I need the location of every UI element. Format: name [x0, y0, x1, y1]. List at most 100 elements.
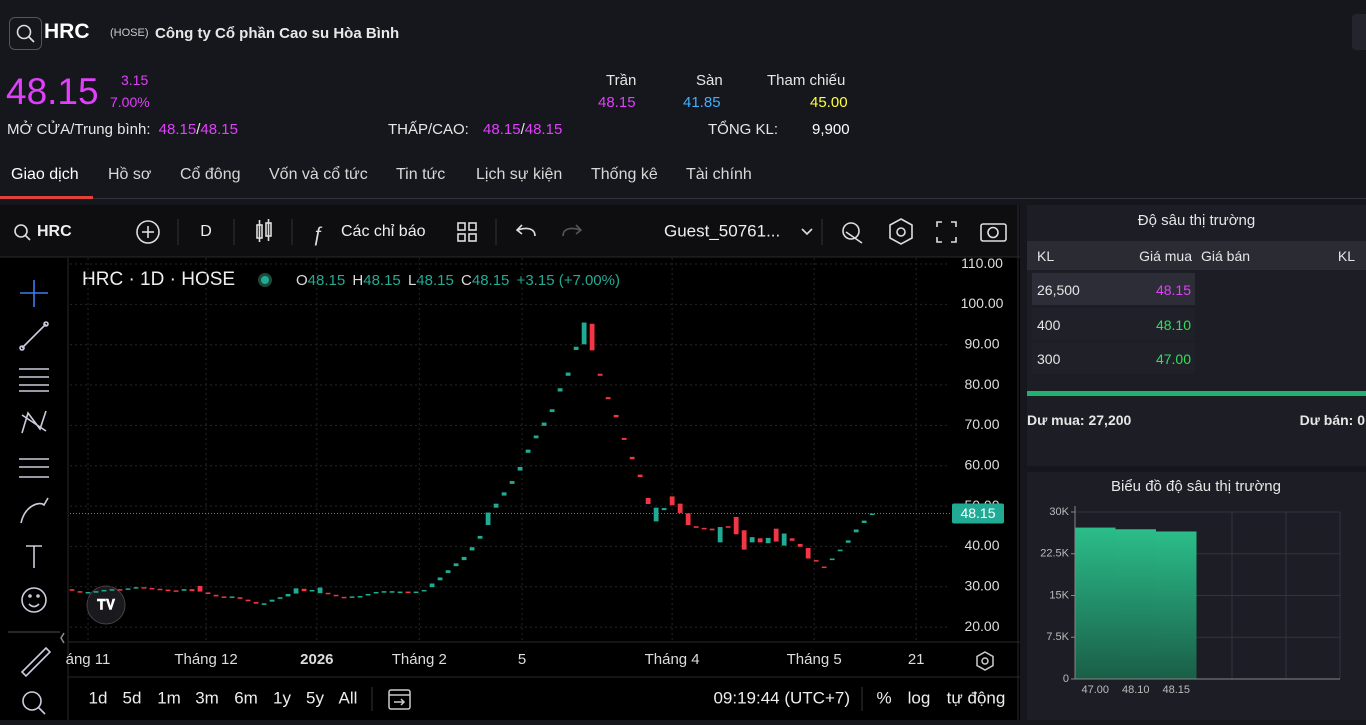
x-tick-label: áng 11 [66, 651, 111, 668]
low: 48.15 [483, 121, 521, 138]
candle [589, 323, 595, 351]
status-dot [261, 276, 269, 284]
candle [797, 543, 803, 547]
bar [1075, 527, 1116, 679]
candle [69, 589, 75, 591]
candle [741, 530, 747, 550]
indicators[interactable]: Các chỉ báo [341, 223, 426, 240]
avg: 48.15 [200, 121, 238, 138]
candle [229, 596, 235, 598]
range-button[interactable]: 1y [273, 688, 291, 707]
candle [709, 528, 715, 531]
range-button[interactable]: 1m [157, 688, 181, 707]
candle [733, 516, 739, 535]
header-ask: Giá bán [1201, 248, 1251, 264]
interval[interactable]: D [200, 223, 212, 240]
bid-price: 48.10 [1155, 316, 1191, 333]
last-price-badge [952, 503, 1004, 524]
candle [213, 594, 219, 597]
candle [293, 588, 299, 594]
chart-widget: HRC D ƒ Các chỉ báo Guest_50761... 𝐓𝐕 HR… [0, 205, 1020, 720]
tab[interactable]: Lịch sự kiện [476, 166, 563, 183]
clock: 09:19:44 (UTC+7) [713, 688, 850, 707]
y-tick-label: 80.00 [964, 376, 999, 392]
candle [109, 589, 115, 591]
range-button[interactable]: 3m [195, 688, 219, 707]
y-tick-label: 40.00 [964, 537, 999, 553]
separator: / [196, 121, 201, 138]
company-name: Công ty Cổ phần Cao su Hòa Bình [155, 25, 400, 42]
date-range-icon[interactable] [388, 689, 411, 710]
row-background [1032, 273, 1195, 305]
user[interactable]: Guest_50761... [664, 221, 780, 240]
buy-surplus: Dư mua: 27,200 [1027, 412, 1132, 428]
candle [261, 603, 267, 605]
range-button[interactable]: 5y [306, 688, 324, 707]
auto-toggle[interactable]: tự động [947, 688, 1006, 707]
candle [869, 513, 875, 516]
candle [445, 570, 451, 574]
floor-label: Sàn [696, 72, 723, 89]
range-button[interactable]: 6m [234, 688, 258, 707]
percent-toggle[interactable]: % [876, 688, 891, 707]
candle [685, 513, 691, 526]
x-tick-label: 48.10 [1122, 684, 1150, 696]
candle [621, 437, 627, 440]
candle [85, 591, 91, 594]
y-tick-label: 7.5K [1046, 631, 1069, 643]
depth-title: Biểu đồ độ sâu thị trường [1111, 478, 1281, 495]
candle [413, 591, 419, 594]
y-tick-label: 22.5K [1040, 548, 1069, 560]
fx-icon: ƒ [312, 223, 323, 245]
h-value: 48.15 [363, 272, 401, 289]
candle [373, 591, 379, 594]
candle [557, 388, 563, 392]
candle [181, 589, 187, 591]
open-avg-row: MỞ CỬA/Trung bình: 48.15/48.15 [7, 121, 238, 138]
ceiling-value: 48.15 [598, 94, 636, 111]
candle [141, 587, 147, 589]
sell-surplus: Dư bán: 0 [1299, 412, 1365, 428]
volume-value: 9,900 [812, 121, 850, 138]
volume-label: TỔNG KL: [708, 121, 779, 138]
tab[interactable]: Vốn và cổ tức [269, 166, 368, 183]
candle [437, 577, 443, 581]
ceiling-label: Trần [606, 72, 637, 89]
candle [805, 548, 811, 559]
tab[interactable]: Thống kê [591, 166, 658, 183]
label: THẤP/CAO: [388, 121, 469, 138]
candle [485, 512, 491, 526]
toolbar-separators [177, 219, 823, 245]
candle [597, 373, 603, 376]
candle [469, 547, 475, 551]
candle [533, 435, 539, 439]
y-tick-label: 90.00 [964, 335, 999, 351]
candle [749, 537, 755, 543]
candle [381, 591, 387, 593]
candle [637, 474, 643, 478]
candle [333, 594, 339, 597]
axis-settings[interactable] [976, 651, 994, 671]
range-button[interactable]: 5d [123, 688, 142, 707]
tab[interactable]: Tài chính [686, 166, 752, 183]
candle [101, 589, 107, 592]
tab[interactable]: Cổ đông [180, 166, 241, 183]
range-button[interactable]: All [339, 688, 358, 707]
bid-price: 47.00 [1155, 351, 1191, 367]
search-button[interactable] [9, 17, 42, 50]
tab[interactable]: Tin tức [396, 166, 446, 183]
tab[interactable]: Giao dịch [11, 166, 79, 183]
last-price-label: 48.15 [960, 505, 995, 521]
y-tick-label: 60.00 [964, 456, 999, 472]
symbol[interactable]: HRC [37, 223, 72, 240]
separator: / [520, 121, 525, 138]
logo [86, 585, 126, 625]
high: 48.15 [524, 121, 563, 138]
side-button[interactable] [1352, 14, 1366, 50]
tab[interactable]: Hồ sơ [108, 166, 152, 183]
toolbar [0, 205, 1020, 257]
log-toggle[interactable]: log [908, 688, 931, 707]
candle [541, 422, 547, 426]
range-button[interactable]: 1d [89, 688, 108, 707]
candle [93, 591, 99, 593]
